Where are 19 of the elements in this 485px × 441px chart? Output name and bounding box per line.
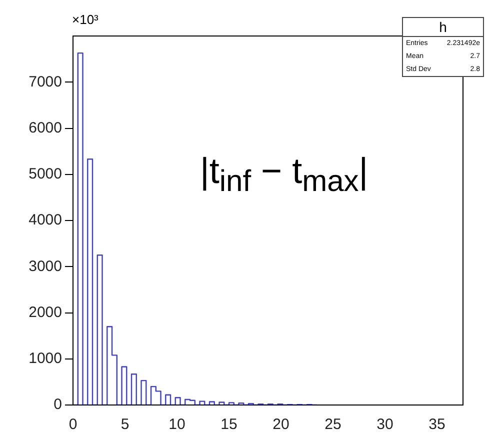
y-tick-label: 3000 [28, 258, 62, 275]
annotation: |t$_{inf}$ − t$_{max}$| [200, 150, 368, 200]
text: ×10³ [72, 12, 98, 27]
y-tick-label: 2000 [28, 304, 62, 321]
x-tick-label: 35 [428, 416, 446, 434]
x-tick-label: 20 [272, 416, 290, 434]
y-tick-label: 4000 [28, 212, 62, 229]
x-tick-label: 0 [68, 416, 78, 434]
x-tick-label: 15 [220, 416, 238, 434]
x-tick-label: 5 [120, 416, 130, 434]
y-tick-label: 5000 [28, 166, 62, 183]
y-tick-label: 7000 [28, 73, 62, 90]
x-tick-label: 30 [376, 416, 394, 434]
y-tick-label: 1000 [28, 350, 62, 368]
x-tick-label: 25 [324, 416, 342, 434]
y-tick-label: 6000 [28, 119, 62, 136]
text: h [403, 18, 483, 37]
y-tick-label: 0 [54, 396, 62, 414]
x-tick-label: 10 [168, 416, 186, 434]
